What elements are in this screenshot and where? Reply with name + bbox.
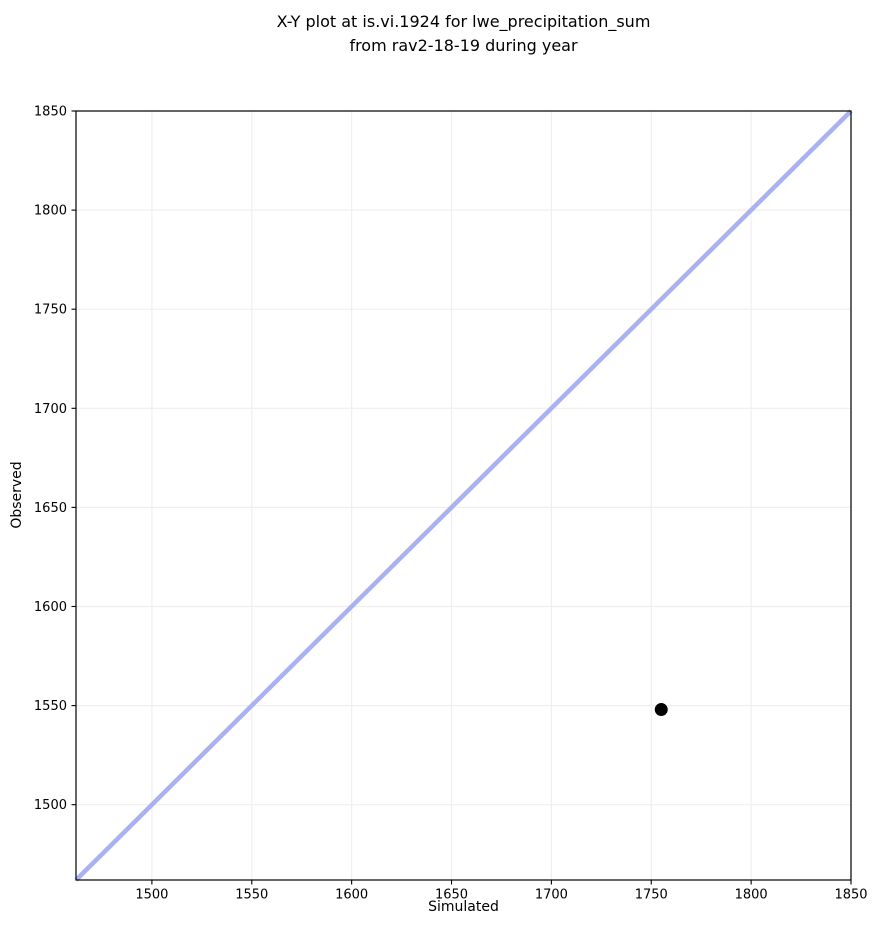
x-axis-label: Simulated xyxy=(428,899,499,915)
x-tick-label-1850: 1850 xyxy=(834,888,867,903)
y-tick-label-1600: 1600 xyxy=(34,600,67,615)
chart-title: X-Y plot at is.vi.1924 for lwe_precipita… xyxy=(76,10,851,58)
tick-marks xyxy=(71,110,852,885)
x-tick-label-1500: 1500 xyxy=(135,888,168,903)
y-tick-label-1700: 1700 xyxy=(34,402,67,417)
y-tick-label-1500: 1500 xyxy=(34,798,67,813)
y-tick-label-1650: 1650 xyxy=(34,501,67,516)
x-tick-label-1600: 1600 xyxy=(335,888,368,903)
chart-title-line2: from rav2-18-19 during year xyxy=(349,36,578,55)
data-series xyxy=(74,109,853,882)
y-tick-label-1850: 1850 xyxy=(34,105,67,120)
identity-line xyxy=(74,109,853,882)
x-tick-label-1700: 1700 xyxy=(535,888,568,903)
axes-spines xyxy=(75,110,852,881)
tick-labels: 1500 1550 1600 1650 1700 1750 1800 1850 1500 1550… xyxy=(34,105,868,903)
y-tick-label-1750: 1750 xyxy=(34,303,67,318)
x-tick-label-1650: 1650 xyxy=(435,888,468,903)
x-tick-label-1750: 1750 xyxy=(635,888,668,903)
spine-box xyxy=(75,110,852,881)
x-tick-label-1550: 1550 xyxy=(235,888,268,903)
y-tick-label-1800: 1800 xyxy=(34,204,67,219)
chart-title-line1: X-Y plot at is.vi.1924 for lwe_precipita… xyxy=(276,12,651,31)
y-tick-label-1550: 1550 xyxy=(34,699,67,714)
data-point xyxy=(654,703,668,717)
x-tick-label-1800: 1800 xyxy=(735,888,768,903)
